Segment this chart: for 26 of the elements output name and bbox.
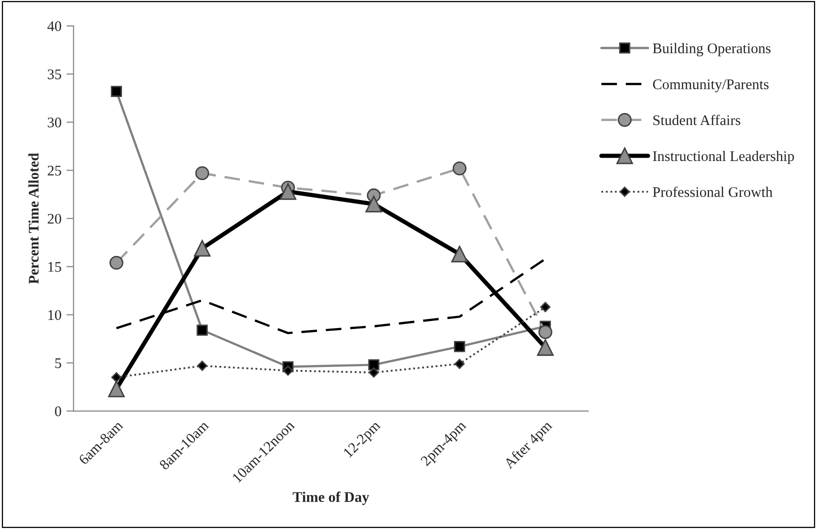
point [454, 358, 465, 369]
point [282, 365, 294, 376]
legend-label: Student Affairs [653, 114, 740, 126]
y-tick-label: 5 [55, 358, 62, 368]
legend-label: Instructional Leadership [652, 150, 794, 164]
point [540, 302, 550, 312]
point [452, 161, 467, 176]
point [538, 325, 552, 340]
y-tick-label: 30 [48, 118, 62, 128]
legend-label: Professional Growth [652, 186, 773, 198]
y-tick-label: 15 [48, 262, 62, 272]
y-axis-title: Percent Time Alloted [28, 153, 39, 284]
legend-label: Building Operations [652, 42, 771, 56]
legend-label: Community/Parents [653, 79, 769, 92]
y-tick-label: 25 [48, 166, 62, 176]
point [195, 166, 210, 180]
point [109, 256, 124, 270]
y-tick-label: 0 [54, 406, 62, 416]
x-axis-title: Time of Day [292, 492, 370, 505]
point [197, 360, 208, 371]
y-tick-label: 40 [47, 21, 62, 32]
y-tick-label: 20 [48, 214, 62, 224]
y-tick-label: 35 [48, 69, 62, 80]
y-tick-label: 10 [48, 310, 62, 320]
point [111, 372, 122, 382]
point [368, 367, 379, 378]
